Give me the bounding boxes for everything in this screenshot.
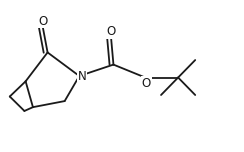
- Text: O: O: [38, 15, 47, 28]
- Text: O: O: [142, 77, 151, 90]
- Text: N: N: [78, 69, 87, 83]
- Text: O: O: [106, 25, 116, 38]
